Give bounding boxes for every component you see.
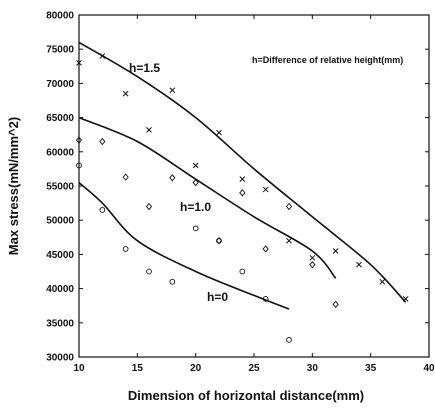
x-marker-stroke [122,90,129,97]
data-point-x [216,129,222,136]
data-point-x [379,278,386,285]
data-point-x [122,90,129,97]
x-tick-label: 15 [132,363,144,374]
data-point-x [192,162,199,169]
x-marker-stroke [356,261,362,268]
data-point-diamond [239,189,246,197]
data-point-x [332,248,339,254]
data-point-diamond [99,137,106,146]
data-point-x [309,254,316,261]
x-tick-label: 30 [307,363,319,374]
data-point-circle [122,246,129,252]
data-point-x [402,296,409,302]
data-point-circle [76,162,82,169]
y-tick-label: 50000 [46,216,74,227]
data-point-diamond [169,174,176,182]
x-marker-stroke [309,254,316,261]
data-point-diamond [215,237,223,245]
series-label: h=0 [207,290,228,304]
data-point-diamond [309,260,316,269]
x-axis-title: Dimension of horizontal distance(mm) [128,388,364,403]
y-tick-label: 30000 [46,353,74,364]
y-tick-label: 45000 [46,250,74,261]
data-point-circle [99,207,106,213]
data-point-diamond [262,245,269,253]
y-tick-label: 55000 [46,182,74,193]
data-point-circle [192,225,199,232]
ticks-layer: 30000 35000 40000 45000 50000 55000 60000 65000… [46,11,435,375]
data-point-x [76,60,82,66]
curves-layer [78,41,407,310]
y-tick-label: 70000 [46,79,74,90]
labels-layer: h=1.5 h=1.0 h=0 [129,61,228,304]
x-marker-stroke [239,176,246,183]
data-point-diamond [192,178,199,187]
data-point-x [169,87,176,94]
data-point-x [356,261,362,268]
fit-curve-h-0 [78,181,290,310]
y-tick-label: 75000 [46,45,74,56]
x-tick-label: 20 [190,363,202,374]
data-point-diamond [285,202,293,211]
x-marker-stroke [262,186,269,193]
y-tick-label: 40000 [46,284,74,295]
data-point-circle [146,268,152,275]
x-marker-stroke [192,162,199,169]
data-point-diamond [122,173,129,181]
x-marker-stroke [76,60,82,66]
x-tick-label: 35 [365,363,377,374]
y-tick-label: 35000 [46,318,74,329]
data-point-circle [169,278,176,285]
data-point-circle [262,296,269,302]
x-marker-stroke [332,248,339,254]
x-marker-stroke [402,296,409,302]
x-marker-stroke [286,237,292,244]
data-point-x [262,186,269,193]
data-point-circle [286,337,292,343]
data-point-x [99,53,106,59]
y-tick-label: 65000 [46,113,74,124]
data-point-x [286,237,292,244]
data-point-diamond [75,136,83,144]
data-point-diamond [145,202,153,211]
x-marker-stroke [169,87,176,94]
x-tick-label: 40 [423,363,435,374]
data-point-x [239,176,246,183]
fit-curve-h-1-0 [78,116,337,279]
x-marker-stroke [99,53,106,59]
points-layer [75,53,409,343]
chart-note: h=Difference of relative height(mm) [252,55,403,65]
x-tick-label: 10 [73,363,85,374]
fit-curve-h-1-5 [78,41,407,303]
data-point-x [146,127,152,133]
data-point-circle [239,268,246,275]
y-axis-title: Max stress(mN/mm^2) [6,117,21,255]
y-tick-label: 80000 [46,11,74,22]
series-label: h=1.0 [180,200,211,214]
x-marker-stroke [146,127,152,133]
data-point-diamond [332,300,339,309]
x-marker-stroke [216,129,222,136]
series-label: h=1.5 [129,61,160,75]
x-tick-label: 25 [248,363,260,374]
y-tick-label: 60000 [46,147,74,158]
data-point-circle [216,237,222,244]
x-marker-stroke [379,278,386,285]
